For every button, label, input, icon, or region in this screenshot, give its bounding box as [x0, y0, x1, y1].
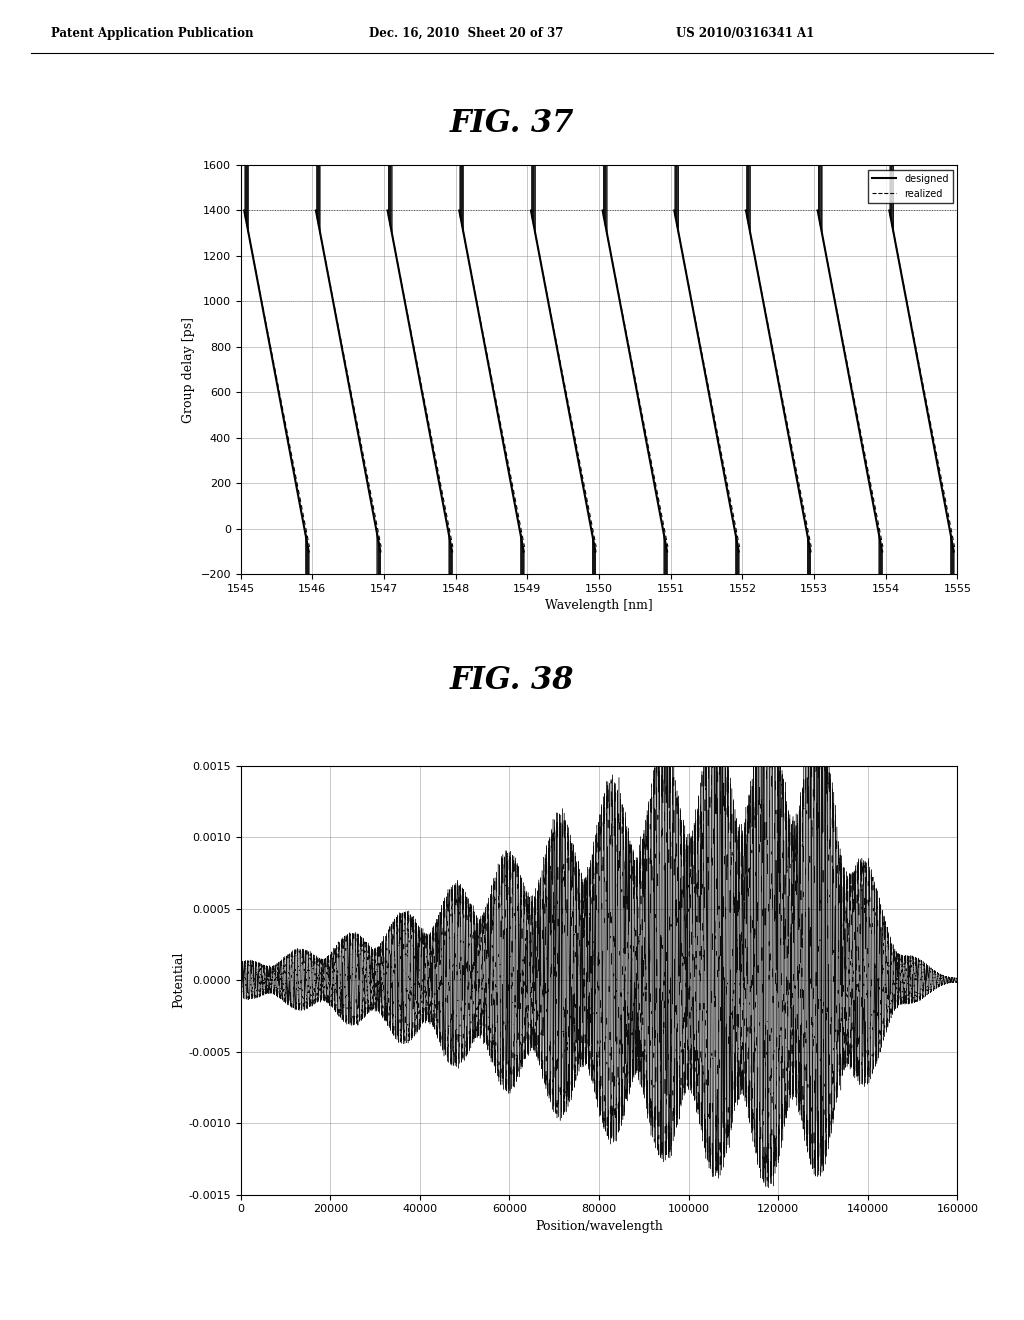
- Text: FIG. 37: FIG. 37: [450, 108, 574, 139]
- Y-axis label: Group delay [ps]: Group delay [ps]: [182, 317, 195, 422]
- Y-axis label: Potential: Potential: [172, 952, 185, 1008]
- X-axis label: Position/wavelength: Position/wavelength: [536, 1220, 663, 1233]
- Text: US 2010/0316341 A1: US 2010/0316341 A1: [676, 26, 814, 40]
- Text: Dec. 16, 2010  Sheet 20 of 37: Dec. 16, 2010 Sheet 20 of 37: [369, 26, 563, 40]
- Legend: designed, realized: designed, realized: [868, 170, 952, 202]
- X-axis label: Wavelength [nm]: Wavelength [nm]: [545, 599, 653, 612]
- Text: Patent Application Publication: Patent Application Publication: [51, 26, 254, 40]
- Text: FIG. 38: FIG. 38: [450, 665, 574, 696]
